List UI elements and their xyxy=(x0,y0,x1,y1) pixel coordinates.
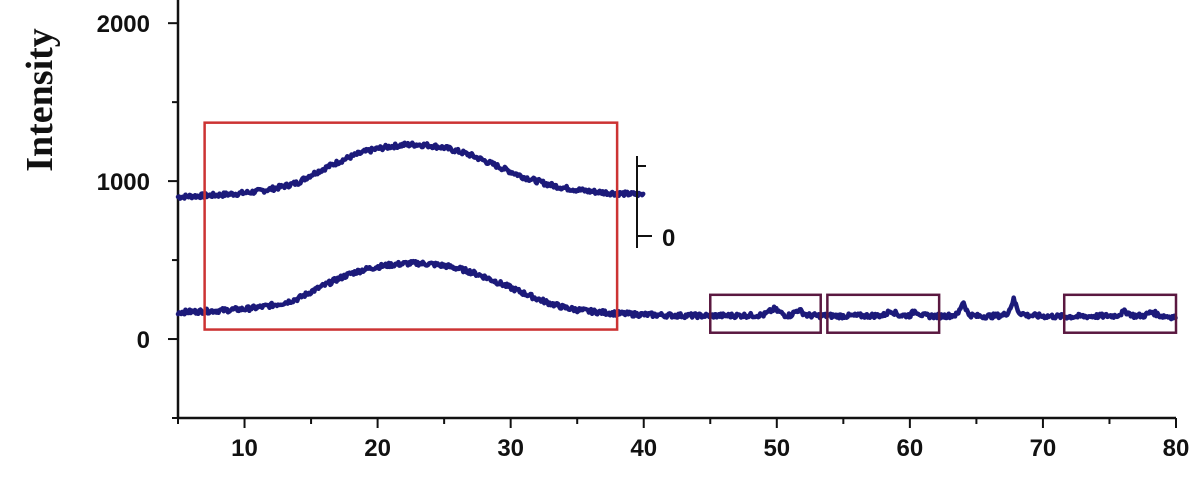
y-axis-label: Intensity xyxy=(19,28,61,172)
axes xyxy=(176,0,1176,420)
x-tick-label: 10 xyxy=(231,435,258,462)
highlight-box-2 xyxy=(709,293,822,334)
ticks: 10 20 30 40 50 60 70 80 0 1000 2000 xyxy=(97,11,1190,462)
series-1-line xyxy=(175,140,646,201)
highlight-boxes xyxy=(203,121,1178,334)
x-tick-label: 80 xyxy=(1163,435,1190,462)
y-tick-label: 2000 xyxy=(97,11,150,38)
inset-scale-bar: 0 xyxy=(636,156,675,252)
x-tick-label: 70 xyxy=(1030,435,1057,462)
x-tick-label: 40 xyxy=(630,435,657,462)
inset-scale-label: 0 xyxy=(662,225,675,252)
highlight-box-4 xyxy=(1062,293,1178,334)
series-group xyxy=(175,140,1178,322)
y-tick-label: 0 xyxy=(137,327,150,354)
highlight-box-1 xyxy=(203,121,619,331)
x-tick-label: 50 xyxy=(763,435,790,462)
series-2-line xyxy=(175,258,1178,322)
x-tick-label: 60 xyxy=(897,435,924,462)
x-tick-label: 20 xyxy=(364,435,391,462)
highlight-box-3 xyxy=(826,293,941,334)
x-tick-label: 30 xyxy=(497,435,524,462)
y-tick-label: 1000 xyxy=(97,169,150,196)
